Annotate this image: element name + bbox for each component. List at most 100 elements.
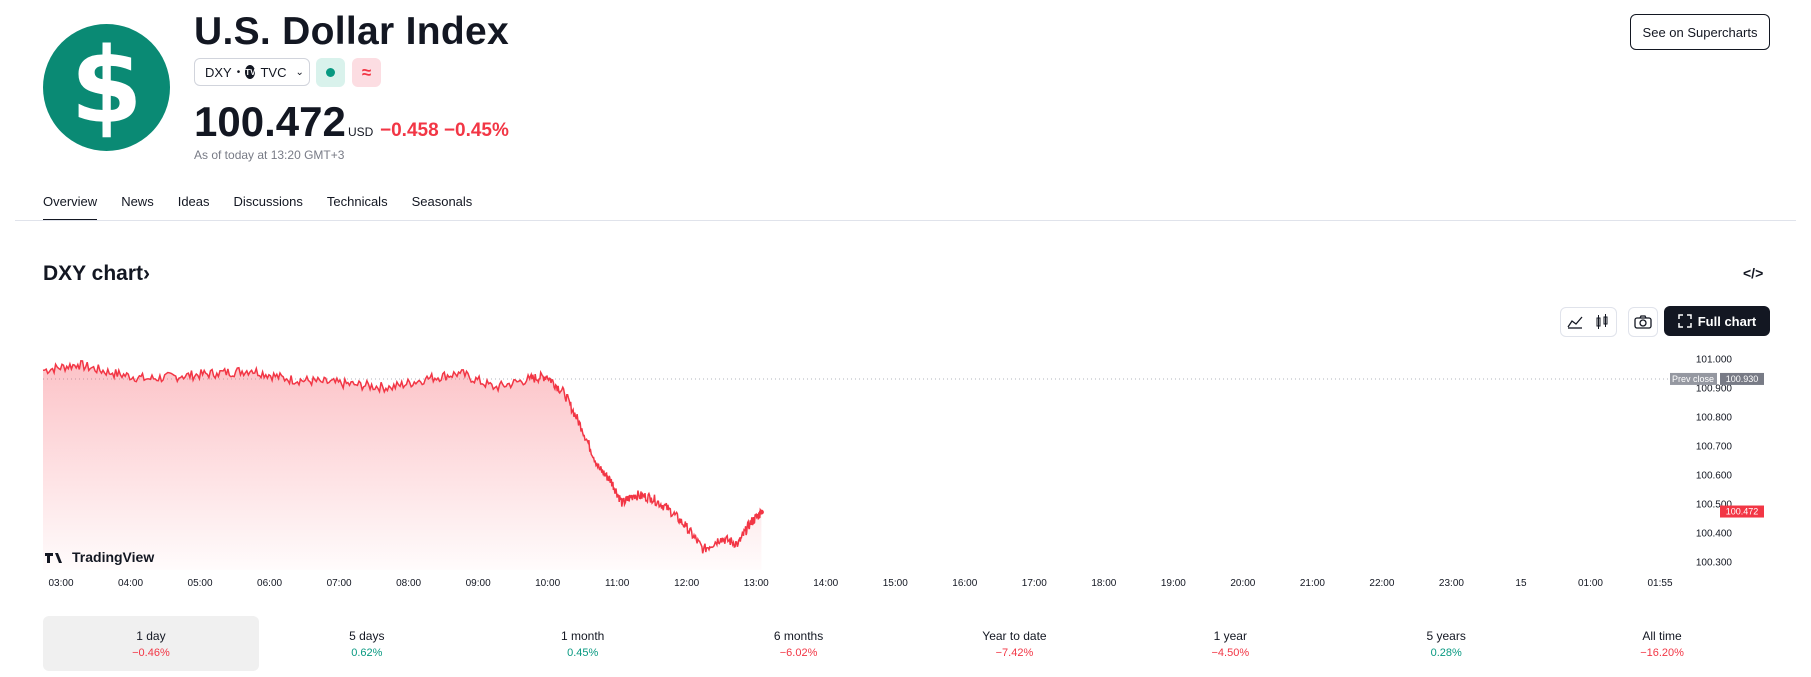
price-value: 100.472: [194, 98, 346, 145]
x-tick-label: 01:55: [1647, 578, 1672, 589]
x-tick-label: 01:00: [1578, 578, 1603, 589]
fullscreen-icon: [1677, 314, 1692, 328]
full-chart-label: Full chart: [1697, 313, 1757, 329]
x-tick-label: 20:00: [1230, 578, 1255, 589]
period-label: Year to date: [982, 628, 1047, 643]
period-year-to-date[interactable]: Year to date −7.42%: [907, 616, 1123, 671]
period-1-day[interactable]: 1 day −0.46%: [43, 616, 259, 671]
y-tick-label: 100.400: [1696, 528, 1733, 539]
y-tick-label: 100.500: [1696, 499, 1733, 510]
tradingview-watermark: TradingView: [72, 549, 154, 565]
tab-technicals[interactable]: Technicals: [326, 194, 388, 209]
price-chart[interactable]: 101.000 100.900 100.800 100.700 100.600 100.5…: [0, 340, 1811, 600]
x-tick-label: 14:00: [813, 578, 838, 589]
tradingview-exchange-icon: TV: [245, 65, 256, 79]
price-area-fill: [43, 360, 762, 570]
embed-code-icon[interactable]: </>: [1743, 265, 1764, 281]
period-value: −4.50%: [1211, 646, 1250, 659]
x-tick-label: 04:00: [118, 578, 143, 589]
separator: •: [236, 66, 241, 78]
area-chart-icon[interactable]: [1561, 308, 1589, 336]
x-tick-label: 23:00: [1439, 578, 1464, 589]
currency-label: USD: [348, 125, 374, 139]
full-chart-button[interactable]: Full chart: [1664, 306, 1770, 336]
camera-icon[interactable]: [1628, 307, 1658, 337]
x-tick-label: 03:00: [48, 578, 73, 589]
period-value: −7.42%: [995, 646, 1034, 659]
divider: [15, 220, 1796, 221]
dollar-sign-icon: $: [70, 24, 143, 147]
period-value: 0.45%: [567, 646, 599, 659]
period-all-time[interactable]: All time −16.20%: [1554, 616, 1770, 671]
tab-bar: Overview News Ideas Discussions Technica…: [43, 194, 472, 221]
period-1-year[interactable]: 1 year −4.50%: [1122, 616, 1338, 671]
x-tick-label: 17:00: [1022, 578, 1047, 589]
approx-icon: ≈: [361, 62, 372, 82]
y-tick-label: 101.000: [1696, 355, 1733, 366]
x-tick-label: 07:00: [327, 578, 352, 589]
price-line: [42, 360, 763, 554]
x-tick-label: 19:00: [1161, 578, 1186, 589]
period-value: −16.20%: [1640, 646, 1684, 659]
tab-ideas[interactable]: Ideas: [177, 194, 210, 209]
market-open-badge[interactable]: [316, 58, 345, 87]
period-label: 6 months: [773, 628, 824, 643]
delayed-data-badge[interactable]: ≈: [352, 58, 381, 87]
see-on-supercharts-button[interactable]: See on Supercharts: [1630, 14, 1770, 50]
prev-close-value: 100.930: [1726, 374, 1759, 384]
y-tick-label: 100.700: [1696, 442, 1733, 453]
prev-close-badge: [1670, 372, 1717, 385]
dollar-logo: $: [43, 24, 170, 151]
x-tick-label: 09:00: [466, 578, 491, 589]
x-tick-label: 21:00: [1300, 578, 1325, 589]
exchange-label: TVC: [260, 64, 287, 80]
period-label: 5 days: [349, 628, 385, 643]
period-label: All time: [1642, 628, 1682, 643]
symbol-label: DXY: [205, 64, 232, 80]
period-1-month[interactable]: 1 month 0.45%: [475, 616, 691, 671]
x-tick-label: 16:00: [952, 578, 977, 589]
chevron-right-icon: ›: [143, 262, 150, 285]
candlestick-icon[interactable]: [1589, 308, 1617, 336]
y-tick-label: 100.300: [1696, 557, 1733, 568]
y-tick-label: 100.600: [1696, 470, 1733, 481]
period-5-years[interactable]: 5 years 0.28%: [1338, 616, 1554, 671]
tab-discussions[interactable]: Discussions: [233, 194, 303, 209]
performance-periods: 1 day −0.46% 5 days 0.62% 1 month 0.45% 6 m…: [43, 616, 1770, 671]
x-tick-label: 10:00: [535, 578, 560, 589]
period-label: 1 month: [561, 628, 605, 643]
chart-title-text: DXY chart: [43, 262, 143, 285]
y-tick-label: 100.900: [1696, 384, 1733, 395]
tab-overview[interactable]: Overview: [43, 194, 98, 221]
period-6-months[interactable]: 6 months −6.02%: [691, 616, 907, 671]
prev-close-label: Prev close: [1672, 374, 1714, 384]
period-value: 0.62%: [351, 646, 383, 659]
x-tick-label: 05:00: [188, 578, 213, 589]
y-tick-label: 100.800: [1696, 413, 1733, 424]
x-tick-label: 13:00: [744, 578, 769, 589]
x-tick-label: 11:00: [605, 578, 630, 589]
x-tick-label: 12:00: [674, 578, 699, 589]
status-dot-icon: [326, 68, 335, 77]
x-tick-label: 18:00: [1091, 578, 1116, 589]
period-value: 0.28%: [1430, 646, 1462, 659]
last-price-value: 100.472: [1726, 507, 1759, 517]
tradingview-logo-icon: [45, 553, 62, 563]
period-5-days[interactable]: 5 days 0.62%: [259, 616, 475, 671]
x-tick-label: 15:00: [883, 578, 908, 589]
timestamp: As of today at 13:20 GMT+3: [194, 148, 345, 162]
x-tick-label: 15: [1515, 578, 1527, 589]
chart-title-link[interactable]: DXY chart›: [43, 262, 150, 286]
period-value: −0.46%: [132, 646, 170, 659]
page-title: U.S. Dollar Index: [194, 10, 510, 53]
tab-news[interactable]: News: [121, 194, 154, 209]
period-label: 1 day: [136, 628, 166, 643]
tab-seasonals[interactable]: Seasonals: [411, 194, 473, 209]
x-tick-label: 22:00: [1369, 578, 1394, 589]
x-tick-label: 06:00: [257, 578, 282, 589]
period-label: 5 years: [1426, 628, 1466, 643]
last-price-badge: [1720, 505, 1764, 518]
symbol-selector[interactable]: DXY • TV TVC ⌄: [194, 58, 310, 86]
x-tick-label: 08:00: [396, 578, 421, 589]
price-change: −0.458 −0.45%: [380, 120, 509, 141]
